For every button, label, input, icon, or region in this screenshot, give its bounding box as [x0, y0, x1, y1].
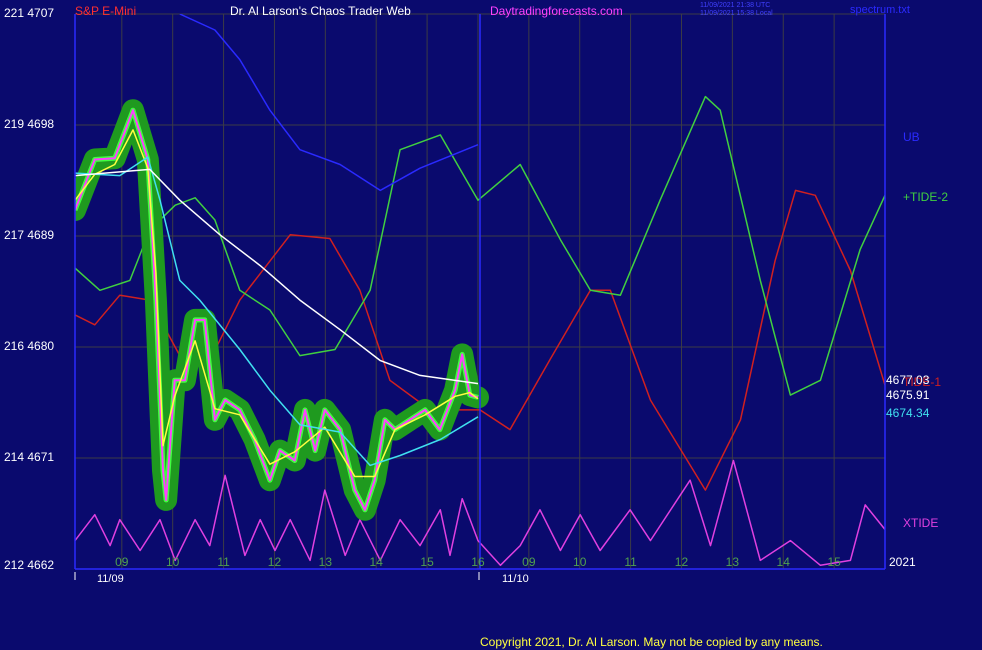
y-tick-label: 214 4671: [4, 450, 54, 464]
date-label: 11/10: [502, 573, 529, 585]
x-tick-label: 09: [115, 555, 129, 569]
x-tick-label: 11: [217, 555, 230, 569]
legend-entry: +TIDE-2: [903, 190, 948, 204]
y-tick-label: 221 4707: [4, 6, 54, 20]
date-label: 11/09: [97, 573, 124, 585]
year: 2021: [889, 555, 916, 569]
legend-entry: TIDE-1: [903, 375, 941, 389]
x-tick-label: 10: [573, 555, 587, 569]
x-tick-label: 12: [675, 555, 689, 569]
x-tick-label: 09: [522, 555, 536, 569]
series-line: [75, 459, 885, 567]
series-line: [75, 109, 479, 511]
x-tick-label: 12: [268, 555, 282, 569]
x-tick-label: 13: [726, 555, 740, 569]
site: Daytradingforecasts.com: [490, 4, 623, 18]
file-name: spectrum.txt: [850, 4, 910, 16]
last-value-label: 4677.03: [886, 373, 930, 387]
series-line: [75, 156, 479, 467]
timestamp: 11/09/2021 15:38 Local: [700, 10, 773, 17]
copyright: Copyright 2021, Dr. Al Larson. May not b…: [480, 635, 823, 649]
y-tick-label: 217 4689: [4, 228, 54, 242]
y-tick-label: 219 4698: [4, 117, 54, 131]
x-tick-label: 15: [420, 555, 434, 569]
series-line: [75, 168, 479, 385]
x-tick-label: 11: [624, 555, 637, 569]
instrument: S&P E-Mini: [75, 4, 136, 18]
last-value-label: 4675.91: [886, 388, 930, 402]
x-tick-label: 16: [471, 555, 485, 569]
y-tick-label: 212 4662: [4, 558, 54, 572]
x-tick-label: 14: [370, 555, 384, 569]
chart-title: Dr. Al Larson's Chaos Trader Web: [230, 4, 411, 18]
last-value-label: 4674.34: [886, 406, 930, 420]
x-tick-label: 15: [827, 555, 841, 569]
x-tick-label: 13: [319, 555, 333, 569]
timestamp: 11/09/2021 21:38 UTC: [700, 2, 770, 9]
legend-entry: UB: [903, 130, 920, 144]
legend-entry: XTIDE: [903, 516, 938, 530]
x-tick-label: 10: [166, 555, 180, 569]
y-tick-label: 216 4680: [4, 339, 54, 353]
x-tick-label: 14: [777, 555, 791, 569]
series-line: [179, 14, 479, 192]
series-line: [75, 129, 479, 478]
plot-area: [75, 14, 885, 567]
